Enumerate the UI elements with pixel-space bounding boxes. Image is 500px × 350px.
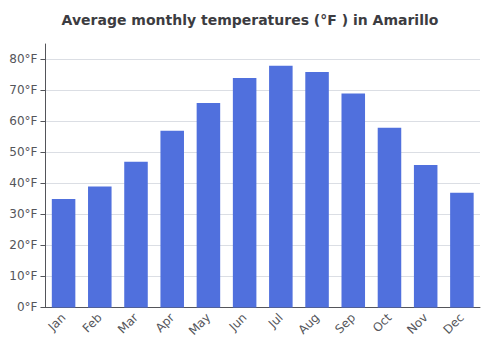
svg-text:70°F: 70°F	[9, 83, 37, 97]
svg-text:Mar: Mar	[115, 310, 141, 336]
svg-text:Aug: Aug	[296, 311, 322, 337]
svg-text:60°F: 60°F	[9, 114, 37, 128]
svg-text:Apr: Apr	[153, 310, 178, 335]
svg-text:0°F: 0°F	[17, 300, 38, 314]
svg-text:10°F: 10°F	[9, 269, 37, 283]
svg-text:May: May	[186, 311, 213, 338]
svg-text:Jun: Jun	[226, 311, 250, 335]
svg-text:Average monthly temperatures (: Average monthly temperatures (°F ) in Am…	[62, 12, 439, 28]
svg-text:30°F: 30°F	[9, 207, 37, 221]
svg-text:Nov: Nov	[404, 311, 430, 337]
svg-text:20°F: 20°F	[9, 238, 37, 252]
svg-text:Sep: Sep	[332, 311, 358, 337]
svg-text:Jan: Jan	[45, 311, 69, 335]
svg-text:50°F: 50°F	[9, 145, 37, 159]
svg-text:Oct: Oct	[370, 310, 395, 335]
svg-text:Jul: Jul	[265, 311, 286, 332]
svg-text:Feb: Feb	[80, 311, 105, 336]
svg-text:Dec: Dec	[441, 311, 467, 337]
svg-text:40°F: 40°F	[9, 176, 37, 190]
svg-text:80°F: 80°F	[9, 52, 37, 66]
